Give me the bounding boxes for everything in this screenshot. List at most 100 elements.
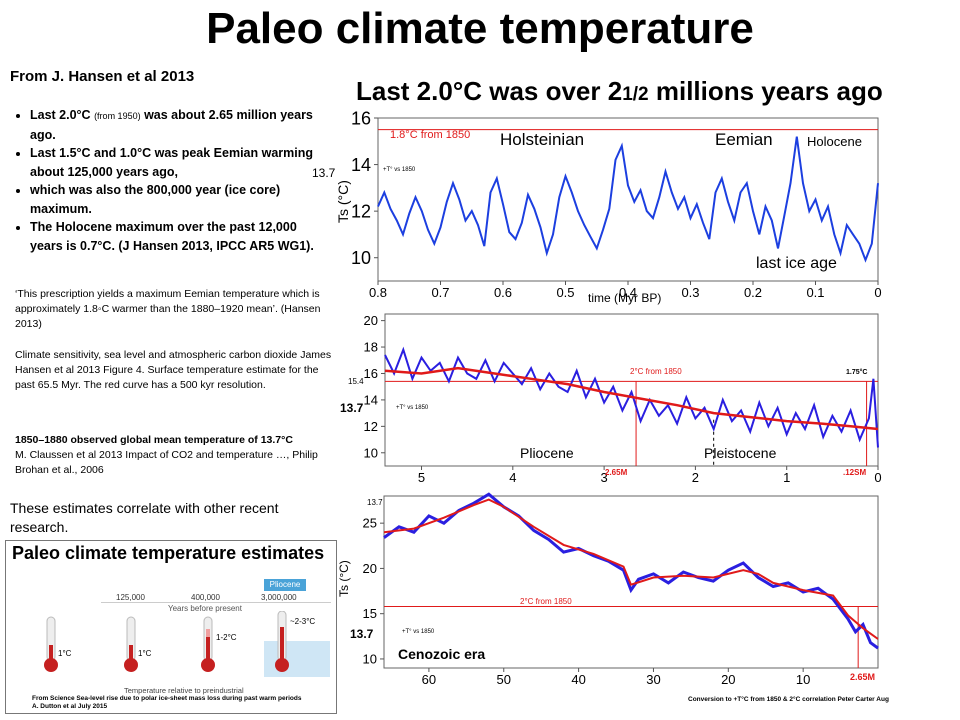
x-tick-label: 5	[418, 470, 425, 485]
year-label-3: 3,000,000	[261, 593, 297, 602]
annotation-last-ice-age: last ice age	[756, 255, 837, 272]
x-tick-label: 40	[571, 672, 585, 687]
y-tick-label: 14	[351, 155, 371, 175]
y-tick-label: 20	[364, 313, 378, 328]
y-tick-label: 25	[363, 516, 377, 531]
annotation-holocene: Holocene	[807, 134, 862, 149]
era-label: Cenozoic era	[398, 646, 485, 662]
y-tick-label: 18	[364, 340, 378, 355]
correlation-note: These estimates correlate with other rec…	[10, 500, 279, 535]
year-label-2: 400,000	[191, 593, 220, 602]
x-tick-label: 1	[783, 470, 790, 485]
y-tick-label: 14	[364, 392, 378, 407]
marker-label-0.125M: .12SM	[843, 468, 866, 477]
axis-line	[101, 602, 331, 603]
x-tick-label: 50	[497, 672, 511, 687]
right-label: 1.75°C	[846, 368, 867, 376]
inset-caption: Temperature relative to preindustrial	[124, 686, 244, 695]
left-value-label: 13.7	[312, 166, 336, 180]
thermometer-graphics	[44, 611, 330, 677]
small-label: +T° vs 1850	[402, 629, 435, 635]
bullet-item: Last 1.5°C and 1.0°C was peak Eemian war…	[30, 144, 330, 181]
left-value-label-top: 13.7	[367, 498, 383, 507]
x-tick-label: 60	[422, 672, 436, 687]
therm-label-2: 1°C	[138, 649, 152, 658]
bullet-item: Last 2.0°C (from 1950) was about 2.65 mi…	[30, 106, 330, 144]
thermometer-icon	[201, 616, 215, 672]
inset-title: Paleo climate temperature estimates	[12, 543, 325, 563]
x-tick-label: 30	[646, 672, 660, 687]
x-tick-label: 20	[721, 672, 735, 687]
x-tick-label: 0	[874, 285, 881, 300]
x-tick-label: 10	[796, 672, 810, 687]
y-tick-label: 10	[364, 445, 378, 460]
x-tick-label: 4	[509, 470, 516, 485]
y-tick-label: 10	[351, 248, 371, 268]
headline-tail: millions years ago	[648, 76, 883, 106]
reference-label: 2°C from 1850	[520, 597, 572, 606]
temperature-series-line	[377, 136, 879, 263]
bullet-item: which was also the 800,000 year (ice cor…	[30, 181, 330, 218]
inset-credit-2: A. Dutton et al July 2015	[32, 703, 108, 710]
therm-label-3: 1-2°C	[216, 633, 237, 642]
marker-label-2.65M: 2.65M	[605, 468, 628, 477]
x-tick-label: 0.4	[619, 285, 637, 300]
therm-label-4: ~2-3°C	[290, 617, 316, 626]
era-label-pleistocene: Pleistocene	[704, 445, 777, 461]
x-tick-label: 0	[874, 470, 881, 485]
x-tick-label: 0.7	[431, 285, 449, 300]
x-tick-label: 0.8	[369, 285, 387, 300]
small-label: +T° vs 1850	[396, 405, 429, 411]
pliocene-badge: Pliocene	[264, 579, 306, 591]
x-tick-label: 2	[692, 470, 699, 485]
y-tick-label: 15	[363, 606, 377, 621]
year-label-1: 125,000	[116, 593, 145, 602]
inset-credit-1: From Science Sea-level rise due to polar…	[32, 695, 302, 702]
plot-frame	[384, 313, 879, 467]
small-label: +T° vs 1850	[383, 167, 416, 173]
bullet-item: The Holocene maximum over the past 12,00…	[30, 218, 330, 255]
slide-title: Paleo climate temperature	[206, 4, 754, 53]
left-value-label-2: 13.7	[340, 401, 364, 415]
thermometer-icon	[44, 616, 58, 672]
observed-temperature-note: 1850–1880 observed global mean temperatu…	[15, 433, 335, 478]
y-tick-label: 20	[363, 561, 377, 576]
y-axis-label: Ts (°C)	[335, 180, 351, 223]
headline-main: Last 2.0°C was over 2	[356, 76, 623, 106]
y-tick-label: 12	[364, 419, 378, 434]
reference-label: 2°C from 1850	[630, 367, 682, 376]
temperature-series-line	[384, 346, 879, 448]
era-label-pliocene: Pliocene	[520, 445, 574, 461]
chart-headline: Last 2.0°C was over 21/2 millions years …	[356, 76, 883, 107]
annotation-eemian: Eemian	[715, 130, 773, 149]
observed-temperature-ref: M. Claussen et al 2013 Impact of CO2 and…	[15, 449, 318, 476]
x-tick-label: 0.1	[806, 285, 824, 300]
x-axis-label: time (Myr BP)	[588, 291, 661, 305]
y-tick-label: 12	[351, 201, 371, 221]
y-axis-label: Ts (°C)	[337, 560, 351, 597]
hansen-quote: ‘This prescription yields a maximum Eemi…	[15, 288, 321, 330]
thermometer-icon	[264, 611, 330, 677]
marker-label-2.65M: 2.65M	[850, 672, 875, 682]
reference-note: Climate sensitivity, sea level and atmos…	[15, 349, 332, 391]
chart-800kyr: 0.8 0.7 0.6 0.5 0.4 0.3 0.2 0.1 0 10 12 14 16 1.8°C …	[312, 108, 882, 305]
smoothed-series-line	[383, 498, 879, 640]
headline-fraction: 1/2	[622, 84, 649, 105]
footer-credit: Conversion to +T°C from 1850 & 2°C corre…	[688, 695, 889, 703]
key-points-list: Last 2.0°C (from 1950) was about 2.65 mi…	[12, 106, 330, 255]
x-tick-label: 0.6	[494, 285, 512, 300]
x-tick-label: 0.3	[681, 285, 699, 300]
y-tick-label: 16	[351, 108, 371, 128]
left-value-label-1: 15.4	[348, 377, 364, 386]
inset-panel: Paleo climate temperature estimates Plio…	[5, 540, 337, 714]
source-heading: From J. Hansen et al 2013	[10, 68, 195, 85]
axis-label: Years before present	[168, 604, 242, 613]
smoothed-series-line	[384, 366, 879, 431]
x-tick-label: 3	[600, 470, 607, 485]
annotation-holsteinian: Holsteinian	[500, 130, 584, 149]
reference-label: 1.8°C from 1850	[390, 129, 470, 141]
plot-frame	[383, 495, 879, 669]
therm-label-1: 1°C	[58, 649, 72, 658]
